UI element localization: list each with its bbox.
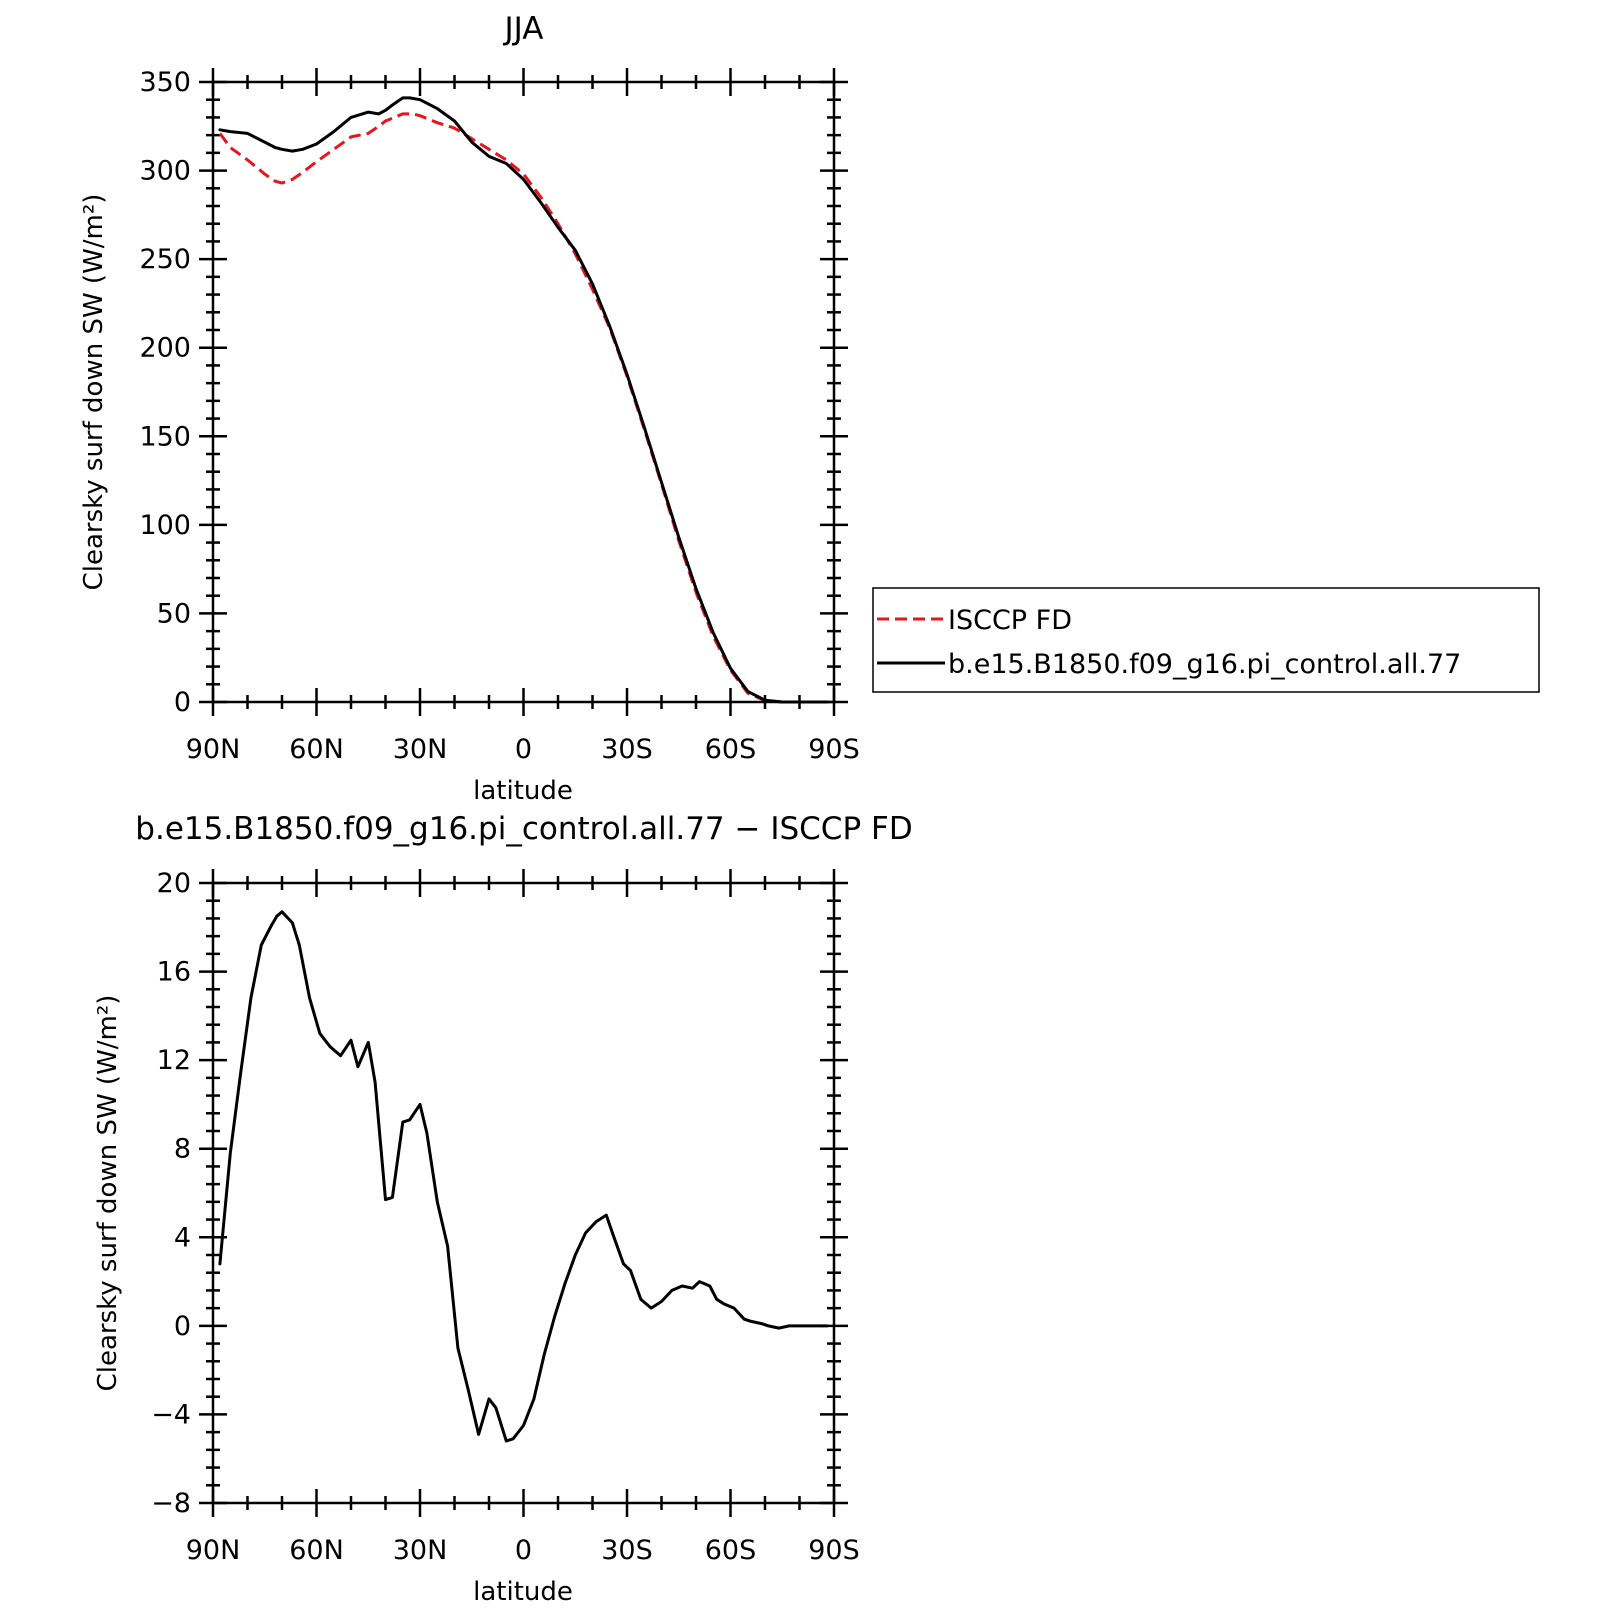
y-tick-label: 16 <box>157 957 191 988</box>
y-tick-label: 350 <box>139 67 191 98</box>
legend: ISCCP FD b.e15.B1850.f09_g16.pi_control.… <box>872 587 1540 693</box>
y-tick-label: −4 <box>151 1399 191 1430</box>
x-tick-label: 30N <box>393 1535 448 1566</box>
y-tick-label: 8 <box>174 1134 191 1165</box>
top-x-axis-label: latitude <box>473 776 573 806</box>
y-tick-label: 12 <box>157 1045 191 1076</box>
top-panel: JJA 0 50 100 150 200 250 300 350 90N 60N 30N 0 30S 6… <box>79 11 860 806</box>
bottom-series-lines <box>218 910 829 1443</box>
top-plot-frame <box>211 80 836 704</box>
bottom-y-axis-label: Clearsky surf down SW (W/m²) <box>93 995 123 1392</box>
top-x-tick-labels: 90N 60N 30N 0 30S 60S 90S <box>186 734 860 765</box>
y-tick-label: 4 <box>174 1222 191 1253</box>
y-tick-label: 0 <box>174 1311 191 1342</box>
x-tick-label: 60S <box>705 1535 757 1566</box>
series-line-0-1 <box>218 96 829 704</box>
x-tick-label: 30S <box>601 1535 653 1566</box>
x-tick-label: 30N <box>393 734 448 765</box>
x-tick-label: 60N <box>289 1535 344 1566</box>
top-y-tick-labels: 0 50 100 150 200 250 300 350 <box>139 67 191 718</box>
y-tick-label: 250 <box>139 244 191 275</box>
bottom-axis-ticks <box>199 869 848 1517</box>
x-tick-label: 0 <box>515 1535 532 1566</box>
x-tick-label: 30S <box>601 734 653 765</box>
y-tick-label: 200 <box>139 333 191 364</box>
bottom-y-tick-labels: −8 −4 0 4 8 12 16 20 <box>151 868 191 1519</box>
bottom-x-axis-label: latitude <box>473 1577 573 1607</box>
y-tick-label: 0 <box>174 687 191 718</box>
top-y-axis-label: Clearsky surf down SW (W/m²) <box>79 194 109 591</box>
top-axis-ticks <box>199 68 848 716</box>
series-line-1-0 <box>218 910 829 1443</box>
y-tick-label: 150 <box>139 421 191 452</box>
top-series-lines <box>218 96 829 704</box>
bottom-x-tick-labels: 90N 60N 30N 0 30S 60S 90S <box>186 1535 860 1566</box>
x-tick-label: 60S <box>705 734 757 765</box>
y-tick-label: 50 <box>157 598 191 629</box>
y-tick-label: −8 <box>151 1488 191 1519</box>
legend-box <box>872 587 1540 693</box>
y-tick-label: 300 <box>139 156 191 187</box>
x-tick-label: 0 <box>515 734 532 765</box>
x-tick-label: 90S <box>808 734 860 765</box>
series-line-0-0 <box>218 112 828 704</box>
y-tick-label: 100 <box>139 510 191 541</box>
x-tick-label: 90N <box>186 1535 241 1566</box>
legend-label-isccp: ISCCP FD <box>948 605 1072 636</box>
x-tick-label: 60N <box>289 734 344 765</box>
legend-label-model: b.e15.B1850.f09_g16.pi_control.all.77 <box>948 649 1461 680</box>
top-chart-title: JJA <box>503 11 544 47</box>
x-tick-label: 90N <box>186 734 241 765</box>
y-tick-label: 20 <box>157 868 191 899</box>
bottom-plot-frame <box>211 881 836 1505</box>
bottom-chart-title: b.e15.B1850.f09_g16.pi_control.all.77 − … <box>135 811 912 847</box>
bottom-panel: b.e15.B1850.f09_g16.pi_control.all.77 − … <box>93 811 913 1607</box>
x-tick-label: 90S <box>808 1535 860 1566</box>
